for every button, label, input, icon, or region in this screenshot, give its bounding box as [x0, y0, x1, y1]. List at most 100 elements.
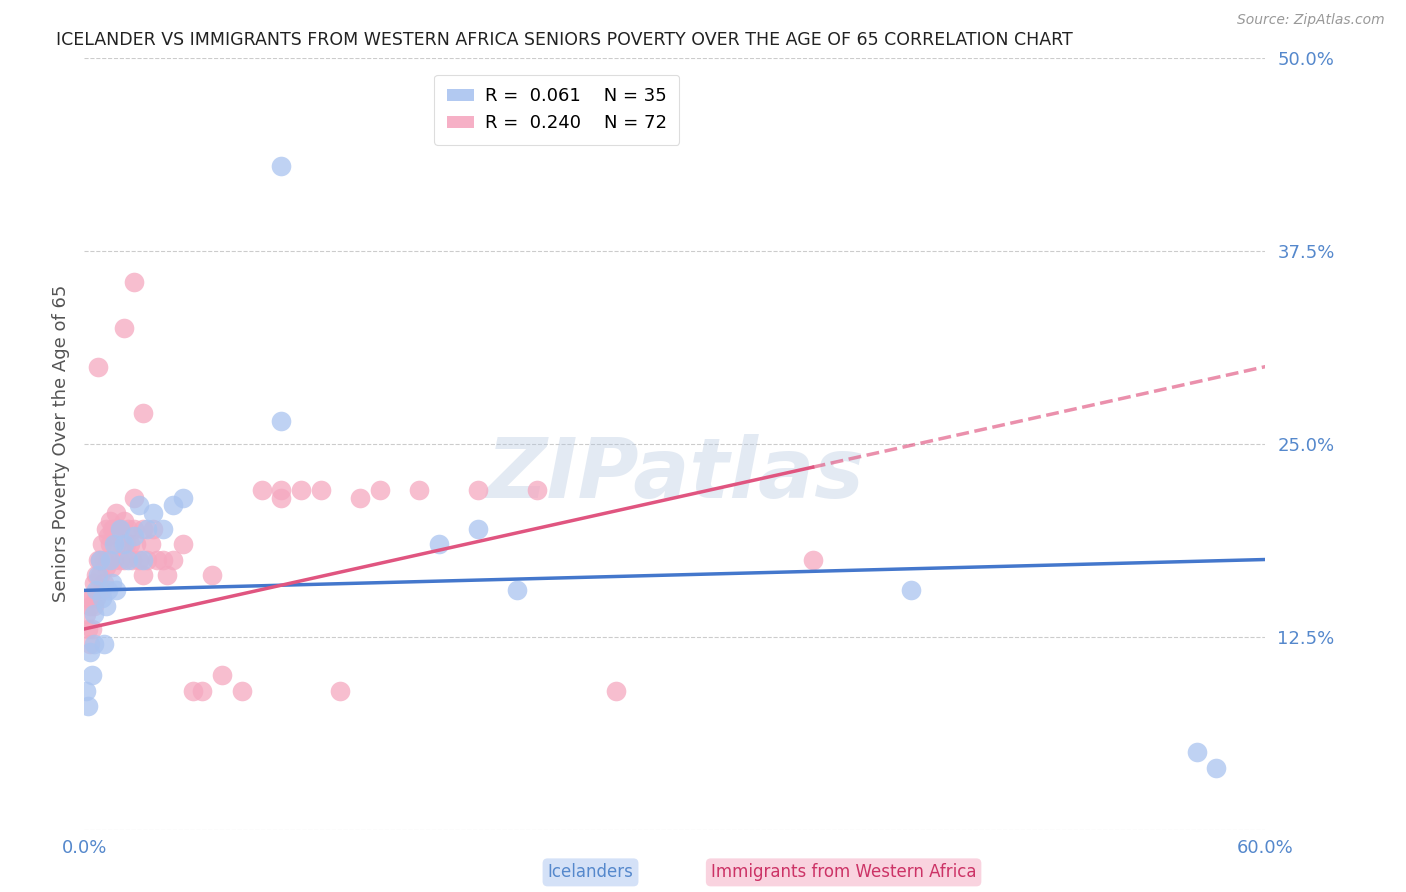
Point [128, 499, 150, 513]
Point [152, 552, 174, 566]
Point [94, 560, 117, 574]
Point [329, 683, 352, 698]
Point [101, 575, 124, 590]
Point [97, 552, 120, 566]
Text: ZIPatlas: ZIPatlas [486, 434, 863, 516]
Point [132, 552, 155, 566]
Point [181, 683, 204, 698]
Y-axis label: Seniors Poverty Over the Age of 65: Seniors Poverty Over the Age of 65 [52, 285, 70, 602]
Point [108, 522, 131, 536]
Point [349, 491, 371, 505]
Point [270, 491, 292, 505]
Point [172, 491, 194, 505]
Point [94, 599, 117, 613]
Point [141, 537, 163, 551]
Point [136, 552, 159, 566]
Point [118, 537, 141, 551]
Text: Immigrants from Western Africa: Immigrants from Western Africa [711, 863, 976, 881]
Point [101, 560, 124, 574]
Point [93, 552, 115, 566]
Point [162, 552, 184, 566]
Point [98, 514, 121, 528]
Point [89, 568, 111, 582]
Point [162, 499, 184, 513]
Point [124, 537, 146, 551]
Point [82, 622, 104, 636]
Point [132, 568, 155, 582]
Point [103, 552, 125, 566]
Point [231, 683, 253, 698]
Point [172, 537, 194, 551]
Point [270, 414, 292, 428]
Point [146, 552, 169, 566]
Point [132, 522, 155, 536]
Point [87, 568, 110, 582]
Point [408, 483, 430, 497]
Point [98, 537, 121, 551]
Point [97, 583, 120, 598]
Point [112, 514, 135, 528]
Point [605, 683, 627, 698]
Point [84, 591, 107, 605]
Point [77, 699, 100, 714]
Point [128, 552, 150, 566]
Point [87, 359, 110, 374]
Point [93, 637, 115, 651]
Point [270, 483, 292, 497]
Point [94, 522, 117, 536]
Point [79, 599, 101, 613]
Point [77, 591, 100, 605]
Point [75, 607, 97, 621]
Point [309, 483, 332, 497]
Point [108, 522, 131, 536]
Point [82, 668, 104, 682]
Text: Icelanders: Icelanders [547, 863, 634, 881]
Point [112, 537, 135, 551]
Point [84, 583, 107, 598]
Point [91, 591, 114, 605]
Point [89, 552, 111, 566]
Point [122, 275, 145, 289]
Point [87, 552, 110, 566]
Point [84, 568, 107, 582]
Point [114, 537, 136, 551]
Point [82, 591, 104, 605]
Point [112, 321, 135, 335]
Point [89, 552, 111, 566]
Point [900, 583, 922, 598]
Point [467, 522, 489, 536]
Point [142, 506, 165, 520]
Point [97, 529, 120, 543]
Point [1205, 761, 1227, 775]
Point [98, 552, 121, 566]
Point [122, 522, 145, 536]
Point [122, 491, 145, 505]
Point [290, 483, 312, 497]
Point [467, 483, 489, 497]
Point [201, 568, 224, 582]
Point [152, 522, 174, 536]
Point [250, 483, 273, 497]
Text: ICELANDER VS IMMIGRANTS FROM WESTERN AFRICA SENIORS POVERTY OVER THE AGE OF 65 C: ICELANDER VS IMMIGRANTS FROM WESTERN AFR… [56, 31, 1073, 49]
Point [117, 552, 139, 566]
Point [104, 506, 127, 520]
Point [368, 483, 391, 497]
Point [427, 537, 450, 551]
Text: Source: ZipAtlas.com: Source: ZipAtlas.com [1237, 13, 1385, 28]
Point [91, 583, 114, 598]
Point [801, 552, 824, 566]
Point [79, 645, 101, 659]
Legend: R =  0.061    N = 35, R =  0.240    N = 72: R = 0.061 N = 35, R = 0.240 N = 72 [434, 75, 679, 145]
Point [103, 537, 125, 551]
Point [83, 575, 105, 590]
Point [101, 522, 124, 536]
Point [75, 683, 97, 698]
Point [132, 406, 155, 420]
Point [156, 568, 179, 582]
Point [79, 637, 101, 651]
Point [1185, 745, 1208, 759]
Point [506, 583, 529, 598]
Point [121, 552, 143, 566]
Point [83, 607, 105, 621]
Point [91, 537, 114, 551]
